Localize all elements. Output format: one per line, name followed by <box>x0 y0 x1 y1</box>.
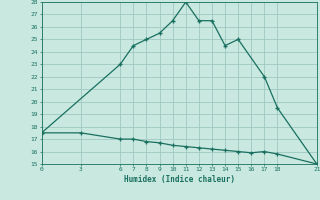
X-axis label: Humidex (Indice chaleur): Humidex (Indice chaleur) <box>124 175 235 184</box>
